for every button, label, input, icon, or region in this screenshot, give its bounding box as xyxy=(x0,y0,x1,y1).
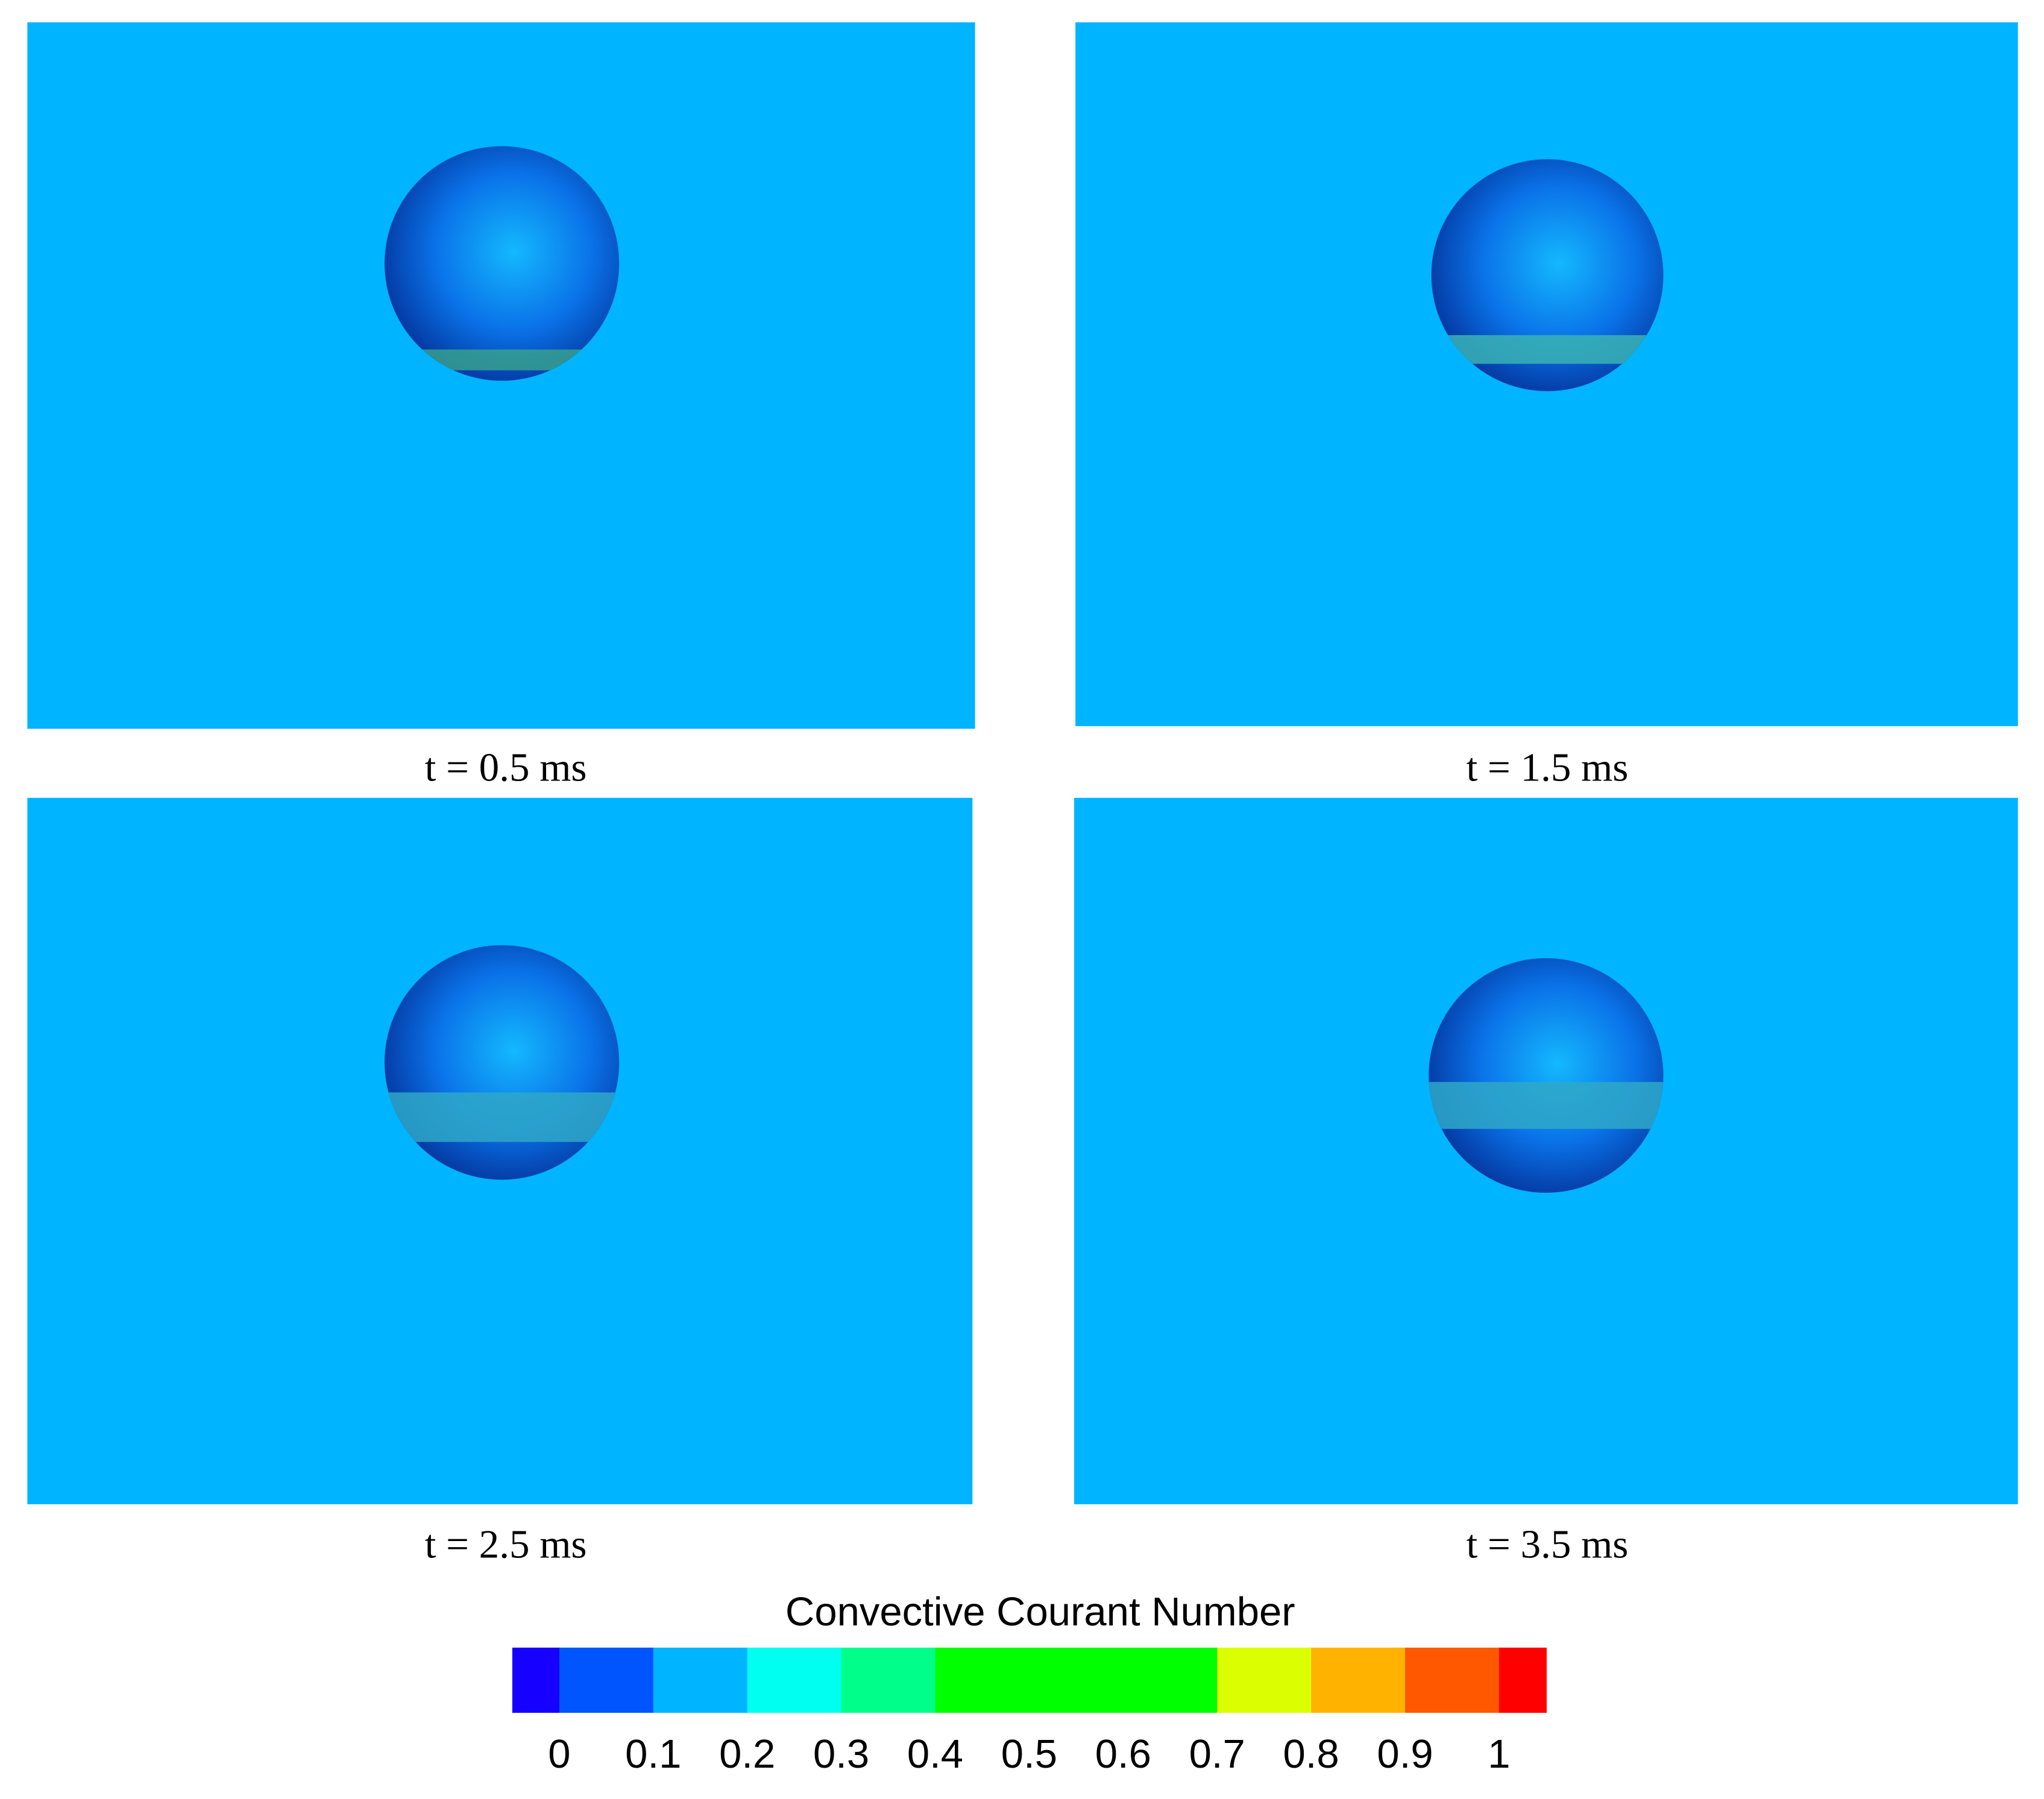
color-segment xyxy=(1405,1647,1500,1713)
tick-label: 0.3 xyxy=(813,1731,869,1777)
color-segment xyxy=(1498,1647,1547,1713)
tick-label: 0 xyxy=(548,1731,570,1777)
tick-label: 0.4 xyxy=(907,1731,963,1777)
color-segment xyxy=(653,1647,748,1713)
panel: t = 2.5 ms xyxy=(27,797,973,1567)
panel: t = 1.5 ms xyxy=(1075,22,2018,790)
sphere xyxy=(1429,958,1664,1193)
color-segment xyxy=(1217,1647,1312,1713)
sphere xyxy=(1431,159,1664,392)
panel: t = 0.5 ms xyxy=(27,22,975,790)
tick-label: 0.1 xyxy=(625,1731,681,1777)
color-segment xyxy=(512,1647,560,1713)
caption: t = 3.5 ms xyxy=(1467,1522,1629,1567)
colorbar-title: Convective Courant Number xyxy=(785,1589,1295,1634)
tick-label: 0.9 xyxy=(1377,1731,1433,1777)
tick-label: 1 xyxy=(1488,1731,1510,1777)
colorbar: Convective Courant Number 0 0.1 0.2 0.3 0.4 0… xyxy=(512,1589,1547,1777)
interface-band xyxy=(1431,335,1664,364)
caption: t = 1.5 ms xyxy=(1467,745,1629,790)
tick-label: 0.2 xyxy=(719,1731,775,1777)
caption: t = 2.5 ms xyxy=(425,1522,587,1567)
color-segment xyxy=(841,1647,936,1713)
panel: t = 3.5 ms xyxy=(1074,797,2018,1567)
tick-label: 0.8 xyxy=(1283,1731,1339,1777)
sphere xyxy=(384,945,620,1180)
interface-band xyxy=(1429,1082,1664,1129)
color-segment xyxy=(747,1647,842,1713)
tick-label: 0.6 xyxy=(1095,1731,1151,1777)
color-segment xyxy=(935,1647,1218,1713)
caption: t = 0.5 ms xyxy=(425,745,587,790)
sphere xyxy=(384,146,620,381)
interface-band xyxy=(384,1092,620,1142)
tick-label: 0.7 xyxy=(1189,1731,1245,1777)
color-segment xyxy=(1311,1647,1406,1713)
color-segment xyxy=(559,1647,654,1713)
tick-label: 0.5 xyxy=(1001,1731,1057,1777)
